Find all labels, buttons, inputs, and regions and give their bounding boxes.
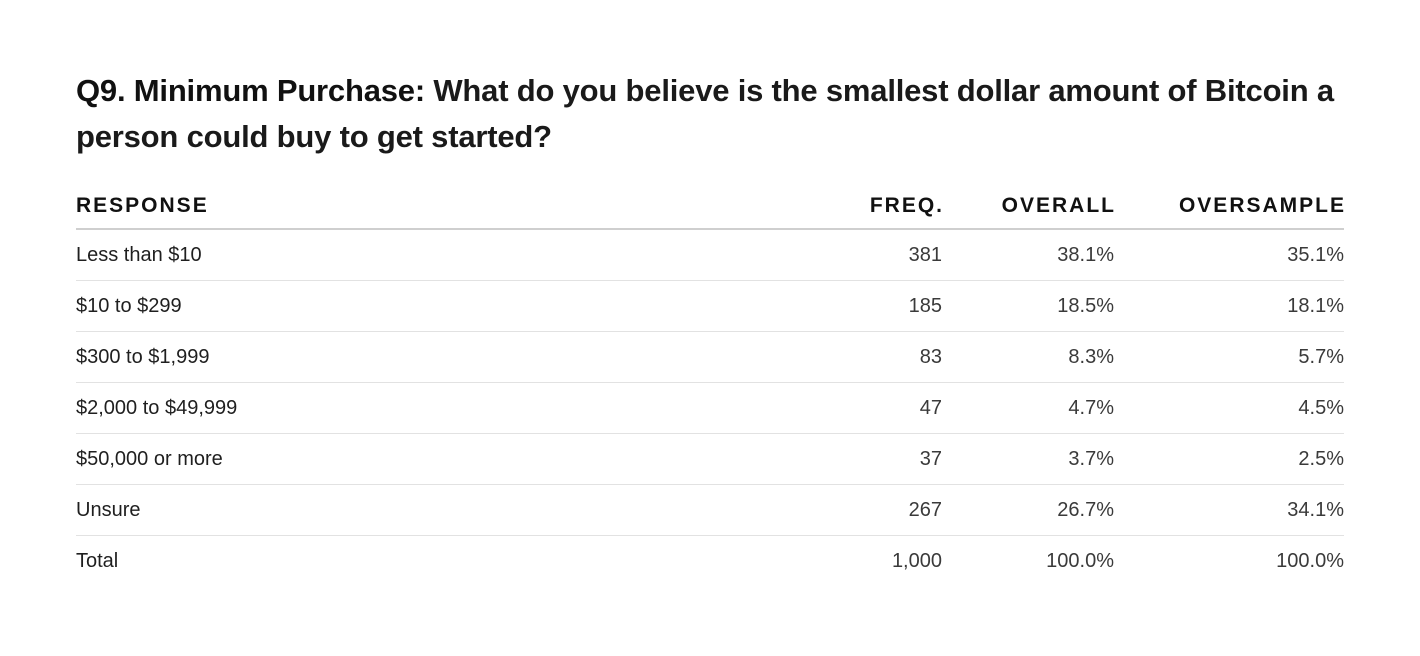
- header-oversample: OVERSAMPLE: [1114, 190, 1344, 230]
- cell-overall: 100.0%: [1046, 549, 1114, 572]
- cell-freq: 83: [816, 331, 942, 383]
- cell-oversample: 4.5%: [1114, 382, 1344, 434]
- header-overall: OVERALL: [942, 190, 1114, 230]
- cell-response: $300 to $1,999: [76, 331, 816, 383]
- cell-response: Total: [76, 549, 119, 572]
- cell-freq: 381: [816, 229, 942, 281]
- cell-response: Less than $10: [76, 229, 816, 281]
- cell-overall: 26.7%: [942, 484, 1114, 536]
- cell-overall: 8.3%: [942, 331, 1114, 383]
- cell-oversample: 35.1%: [1114, 229, 1344, 281]
- cell-response: $10 to $299: [76, 280, 816, 332]
- cell-overall: 4.7%: [942, 382, 1114, 434]
- table-row: $300 to $1,999 83 8.3% 5.7%: [76, 331, 1344, 383]
- cell-response: $2,000 to $49,999: [76, 382, 816, 434]
- header-row: RESPONSE FREQ. OVERALL OVERSAMPLE: [76, 190, 1344, 230]
- table-row: Unsure 267 26.7% 34.1%: [76, 484, 1344, 536]
- cell-freq: 47: [816, 382, 942, 434]
- header-response: RESPONSE: [76, 190, 816, 230]
- question-text: What do you believe is the smallest doll…: [76, 73, 1334, 154]
- table-row: $10 to $299 185 18.5% 18.1%: [76, 280, 1344, 332]
- cell-oversample: 2.5%: [1114, 433, 1344, 485]
- cell-freq: 185: [816, 280, 942, 332]
- responses-table: RESPONSE FREQ. OVERALL OVERSAMPLE Less t…: [76, 190, 1344, 586]
- table-row: $2,000 to $49,999 47 4.7% 4.5%: [76, 382, 1344, 434]
- cell-response: Unsure: [76, 484, 816, 536]
- table-header: RESPONSE FREQ. OVERALL OVERSAMPLE: [76, 190, 1344, 230]
- cell-oversample: 5.7%: [1114, 331, 1344, 383]
- cell-overall: 38.1%: [942, 229, 1114, 281]
- cell-oversample: 18.1%: [1114, 280, 1344, 332]
- cell-oversample: 100.0%: [1276, 549, 1344, 572]
- cell-freq: 267: [816, 484, 942, 536]
- survey-table-card: Q9. Minimum Purchase: What do you believ…: [76, 68, 1344, 586]
- table-row: Less than $10 381 38.1% 35.1%: [76, 229, 1344, 281]
- table-body: Less than $10 381 38.1% 35.1% $10 to $29…: [76, 229, 1344, 586]
- cell-overall: 3.7%: [942, 433, 1114, 485]
- table-row: $50,000 or more 37 3.7% 2.5%: [76, 433, 1344, 485]
- header-freq: FREQ.: [816, 190, 942, 230]
- table-title: Q9. Minimum Purchase: What do you believ…: [76, 68, 1344, 160]
- table-row-total: Total 1,000 100.0% 100.0%: [76, 536, 1344, 587]
- cell-freq: 1,000: [891, 549, 942, 572]
- cell-oversample: 34.1%: [1114, 484, 1344, 536]
- cell-freq: 37: [816, 433, 942, 485]
- question-number-label: Q9. Minimum Purchase:: [76, 73, 425, 108]
- cell-overall: 18.5%: [942, 280, 1114, 332]
- cell-response: $50,000 or more: [76, 433, 816, 485]
